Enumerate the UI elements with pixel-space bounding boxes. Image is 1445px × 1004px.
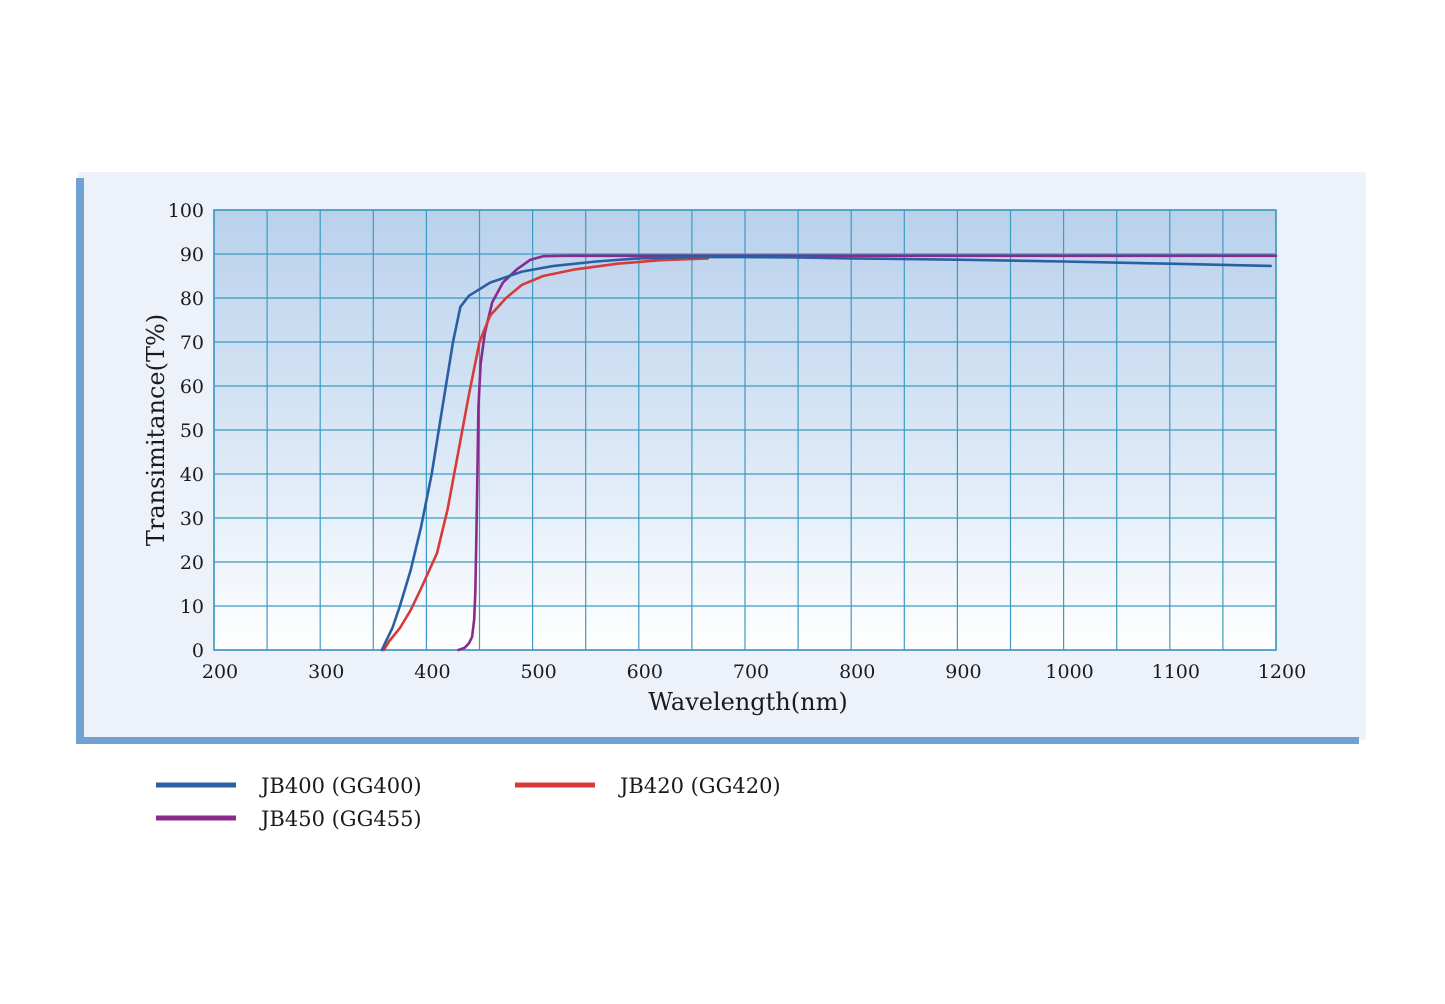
x-tick-label: 900 [945, 661, 981, 683]
panel-shadow-left [76, 178, 84, 744]
legend: JB400 (GG400) JB420 (GG420) JB450 (GG455) [156, 774, 781, 831]
x-tick-label: 1200 [1258, 661, 1306, 683]
y-tick-labels: 0 10 20 30 40 50 60 70 80 90 100 [168, 200, 204, 662]
legend-label-0: JB400 (GG400) [259, 774, 422, 798]
y-tick-label: 70 [180, 332, 204, 354]
y-tick-label: 30 [180, 508, 204, 530]
legend-label-1: JB420 (GG420) [618, 774, 781, 798]
x-axis-label: Wavelength(nm) [648, 688, 847, 716]
series-line-2 [457, 254, 1278, 652]
panel-shadow-bottom [78, 737, 1359, 744]
x-tick-label: 1100 [1152, 661, 1200, 683]
x-tick-label: 200 [202, 661, 238, 683]
y-tick-label: 10 [180, 596, 204, 618]
series-lines [380, 254, 1278, 652]
y-tick-label: 80 [180, 288, 204, 310]
x-tick-label: 600 [627, 661, 663, 683]
x-tick-label: 400 [414, 661, 450, 683]
y-tick-label: 0 [192, 640, 204, 662]
y-tick-label: 40 [180, 464, 204, 486]
plot-frame [213, 209, 1277, 651]
series-line-1 [382, 257, 710, 652]
x-tick-label: 1000 [1045, 661, 1093, 683]
x-tick-labels: 200 300 400 500 600 700 800 900 1000 1100 1200 [202, 661, 1306, 683]
x-tick-label: 300 [308, 661, 344, 683]
legend-label-2: JB450 (GG455) [259, 807, 422, 831]
x-tick-label: 500 [520, 661, 556, 683]
x-tick-label: 800 [839, 661, 875, 683]
y-tick-label: 100 [168, 200, 204, 222]
y-tick-label: 20 [180, 552, 204, 574]
y-tick-label: 90 [180, 244, 204, 266]
x-tick-label: 700 [733, 661, 769, 683]
y-tick-label: 50 [180, 420, 204, 442]
y-tick-label: 60 [180, 376, 204, 398]
series-line-0 [380, 255, 1272, 652]
y-axis-label: Transimitance(T%) [142, 314, 170, 546]
grid [213, 209, 1277, 651]
